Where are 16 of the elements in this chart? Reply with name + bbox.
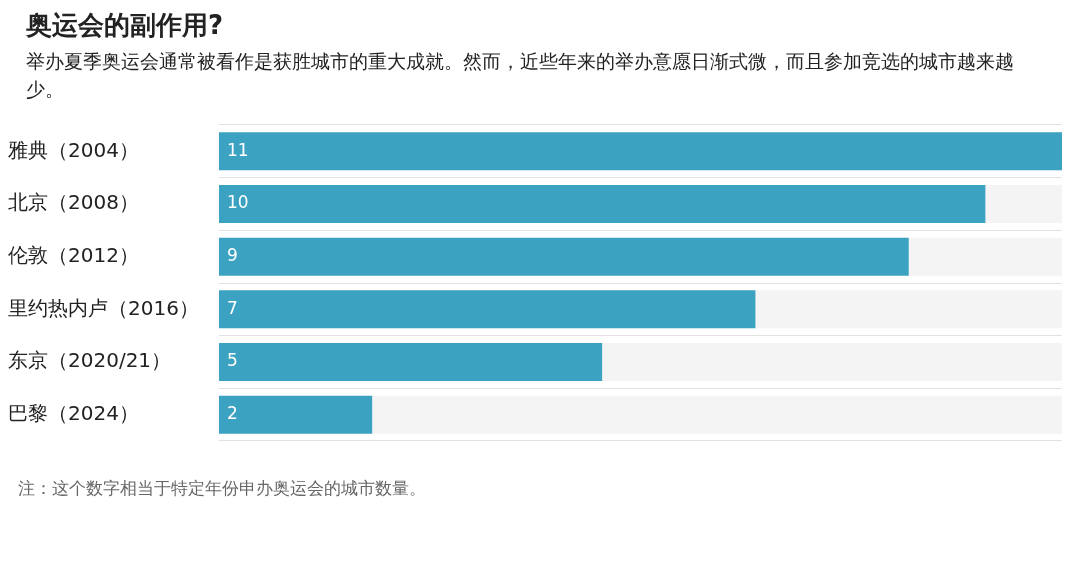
- y-tick-label: 伦敦（2012）: [8, 242, 139, 267]
- data-label: 7: [226, 297, 238, 318]
- data-label: 11: [226, 139, 249, 160]
- bar: [218, 395, 373, 434]
- data-label: 10: [226, 192, 249, 213]
- y-tick-label: 雅典（2004）: [8, 137, 139, 162]
- y-tick-label: 里约热内卢（2016）: [8, 295, 199, 320]
- y-tick-label: 北京（2008）: [8, 190, 139, 215]
- y-tick-label: 东京（2020/21）: [8, 348, 172, 373]
- chart-title: 奥运会的副作用?: [26, 9, 225, 42]
- chart-subtitle: 举办夏季奥运会通常被看作是获胜城市的重大成就。然而，近些年来的举办意愿日渐式微，而且参加竞选的城市越来越少。: [26, 49, 1015, 102]
- data-label: 9: [226, 245, 238, 266]
- data-label: 5: [226, 350, 238, 371]
- data-label: 2: [226, 403, 238, 424]
- y-tick-label: 巴黎（2024）: [8, 400, 139, 425]
- text: 注：这个数字相当于特定年份申办奥运会的城市数量。: [18, 477, 427, 500]
